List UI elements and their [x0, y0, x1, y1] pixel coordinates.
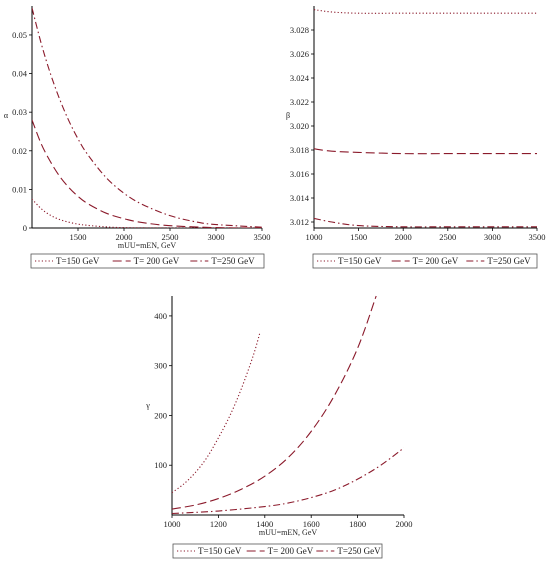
y-tick-label: 3.026 — [290, 49, 309, 59]
x-tick-label: 3000 — [208, 232, 225, 242]
x-tick-label: 1200 — [210, 519, 227, 529]
x-tick-label: 1500 — [350, 232, 367, 242]
y-tick-label: 200 — [154, 410, 167, 420]
x-tick-label: 1000 — [306, 232, 323, 242]
legend-label: T= 200 GeV — [134, 256, 180, 266]
legend-box — [30, 253, 265, 269]
series-line-dashdot — [172, 447, 404, 515]
y-tick-label: 3.018 — [290, 145, 309, 155]
y-tick-label: 0.01 — [12, 184, 27, 194]
x-tick-label: 2000 — [116, 232, 133, 242]
x-tick-label: 3000 — [484, 232, 501, 242]
x-tick-label: 2500 — [439, 232, 456, 242]
alpha-chart-panel: 1500 2000 2500 3000 3500 0 0.01 0.02 0.03 0.04 0.0… — [4, 6, 271, 269]
legend-label: T= 200 GeV — [268, 546, 314, 556]
x-tick-label: 1600 — [303, 519, 320, 529]
legend-label: T=150 GeV — [338, 256, 382, 266]
legend-label: T=150 GeV — [198, 546, 242, 556]
legend-label: T= 200 GeV — [413, 256, 459, 266]
series-line-dashed — [314, 148, 537, 155]
series-line-dashdot — [314, 217, 537, 228]
legend-box — [172, 543, 383, 559]
series-line-dashed — [32, 119, 262, 228]
gamma-chart-panel: 1000 1200 1400 1600 1800 2000 100 200 300 400 mUU=… — [145, 295, 413, 559]
y-axis-label: β — [286, 111, 290, 120]
y-tick-label: 3.028 — [290, 25, 309, 35]
legend-label: T=250 GeV — [211, 256, 255, 266]
y-tick-label: 0.03 — [12, 107, 27, 117]
y-tick-label: 0.02 — [12, 146, 27, 156]
x-tick-label: 1800 — [349, 519, 366, 529]
y-tick-label: 3.016 — [290, 169, 309, 179]
y-axis-label: α — [4, 111, 9, 120]
legend-label: T=250 GeV — [337, 546, 381, 556]
x-tick-label: 2000 — [395, 232, 412, 242]
y-axis-label: γ — [145, 401, 150, 410]
y-tick-label: 3.022 — [290, 97, 309, 107]
x-tick-label: 2500 — [162, 232, 179, 242]
y-tick-label: 0 — [23, 223, 27, 233]
series-line-dotted — [172, 331, 261, 494]
x-axis-label: mUU=mEN, GeV — [118, 241, 177, 250]
series-line-dashed — [172, 295, 377, 510]
x-tick-label: 1400 — [256, 519, 273, 529]
y-tick-label: 3.024 — [290, 73, 310, 83]
beta-chart-panel: 1000 1500 2000 2500 3000 3500 3.012 3.014 3.016 3… — [286, 6, 546, 269]
series-line-dotted — [32, 198, 262, 228]
x-tick-label: 3500 — [529, 232, 546, 242]
y-tick-label: 3.020 — [290, 121, 309, 131]
y-tick-label: 100 — [154, 460, 167, 470]
legend-label: T=250 GeV — [487, 256, 531, 266]
y-tick-label: 3.014 — [290, 193, 310, 203]
y-tick-label: 0.04 — [12, 69, 28, 79]
series-line-dotted — [314, 9, 537, 14]
y-tick-label: 300 — [154, 361, 167, 371]
y-tick-label: 0.05 — [12, 30, 27, 40]
x-tick-label: 2000 — [396, 519, 413, 529]
x-axis-label: mUU=mEN, GeV — [259, 528, 318, 537]
x-tick-label: 3500 — [254, 232, 271, 242]
x-tick-label: 1500 — [70, 232, 87, 242]
series-line-dashdot — [32, 7, 262, 228]
x-tick-label: 1000 — [164, 519, 181, 529]
legend-box — [312, 253, 538, 269]
legend-label: T=150 GeV — [56, 256, 100, 266]
y-tick-label: 3.012 — [290, 217, 309, 227]
y-tick-label: 400 — [154, 311, 167, 321]
